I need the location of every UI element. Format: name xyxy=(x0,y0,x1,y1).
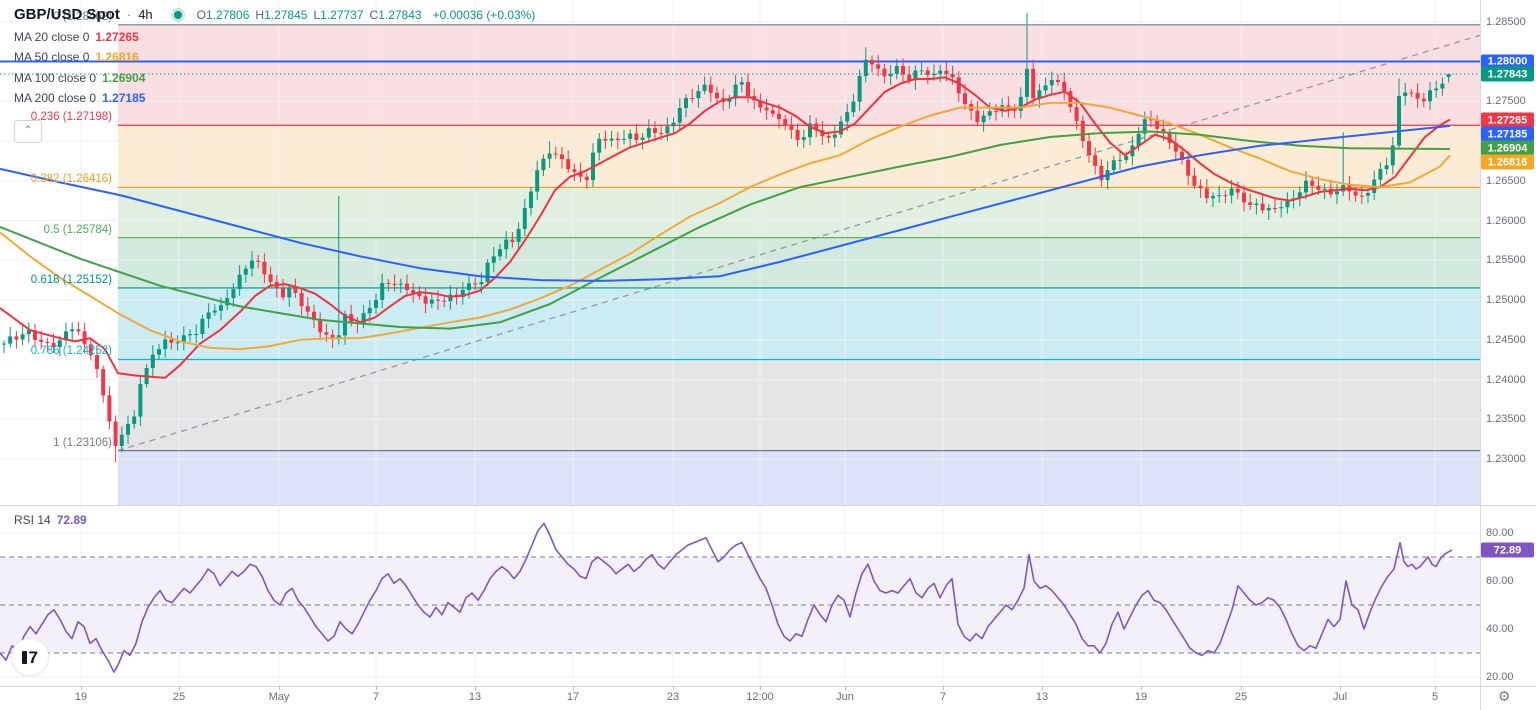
time-axis-tick xyxy=(1042,686,1043,690)
ma50-line[interactable] xyxy=(0,101,1451,351)
time-axis-label: 5 xyxy=(1431,691,1439,703)
legend-collapse-button[interactable]: ⌃ xyxy=(14,120,42,143)
time-axis-label: Jul xyxy=(1332,691,1348,703)
price-change: +0.00036 (+0.03%) xyxy=(432,7,536,22)
fib-band-2 xyxy=(118,187,1480,238)
title-separator: · xyxy=(126,7,132,22)
time-axis-tick xyxy=(1241,686,1242,690)
rsi-line[interactable] xyxy=(0,522,1453,673)
time-axis-tick xyxy=(573,686,574,690)
price-axis-label: 1.24000 xyxy=(1486,373,1526,386)
rsi-axis-label: 80.00 xyxy=(1486,527,1514,539)
time-axis-tick xyxy=(376,686,377,690)
time-axis-tick xyxy=(179,686,180,690)
ma50-legend-row[interactable]: MA 50 close 0 1.26816 xyxy=(14,50,139,64)
fib-level-label-5: 0.786 (1.24252) xyxy=(30,345,112,358)
fib-level-label-1: 0.236 (1.27198) xyxy=(30,111,112,124)
tradingview-logo[interactable]: 7 xyxy=(12,639,48,675)
time-axis-tick xyxy=(943,686,944,690)
time-axis-tick xyxy=(845,686,846,690)
ma200-line[interactable] xyxy=(0,124,1451,282)
fib-level-label-2: 0.382 (1.26416) xyxy=(30,173,112,186)
rsi-axis-badge: 72.89 xyxy=(1481,542,1534,558)
fib-level-label-3: 0.5 (1.25784) xyxy=(43,223,112,236)
price-axis-badge: 1.27185 xyxy=(1481,126,1534,142)
rsi-axis-label: 60.00 xyxy=(1486,575,1514,587)
time-axis-label: 25 xyxy=(1234,691,1248,703)
fib-band-3 xyxy=(118,237,1480,288)
time-axis-tick xyxy=(1340,686,1341,690)
time-axis-tick xyxy=(81,686,82,690)
time-axis-label: 13 xyxy=(468,691,482,703)
price-axis-label: 1.24500 xyxy=(1486,333,1526,346)
chevron-up-icon: ⌃ xyxy=(23,125,33,136)
pane-separator[interactable] xyxy=(0,505,1536,506)
price-axis-label: 1.23000 xyxy=(1486,453,1526,465)
rsi-axis-label: 40.00 xyxy=(1486,623,1514,635)
fib-band-5 xyxy=(118,359,1480,451)
chart-legend: GBP/USD Spot · 4h O1.27806 H1.27845 L1.2… xyxy=(14,6,535,105)
time-axis-tick xyxy=(1435,686,1436,690)
gear-icon[interactable]: ⚙ xyxy=(1498,688,1511,704)
time-axis-label: 12:00 xyxy=(746,691,774,703)
time-axis-tick xyxy=(760,686,761,690)
price-chart-canvas[interactable] xyxy=(0,0,1480,505)
time-axis-label: 19 xyxy=(1134,691,1148,703)
fib-band-below-1 xyxy=(118,450,1480,505)
time-axis-border xyxy=(0,686,1536,687)
time-axis-label: Jun xyxy=(836,691,854,703)
time-axis-label: 17 xyxy=(566,691,580,703)
price-axis-badge: 1.27843 xyxy=(1481,66,1534,82)
price-axis-label: 1.25000 xyxy=(1486,294,1526,306)
ma100-line[interactable] xyxy=(0,130,1451,330)
rsi-axis-label: 20.00 xyxy=(1486,671,1514,683)
time-axis-label: May xyxy=(268,691,290,703)
price-axis-label: 1.26000 xyxy=(1486,214,1526,227)
symbol-title-row[interactable]: GBP/USD Spot · 4h O1.27806 H1.27845 L1.2… xyxy=(14,6,535,23)
price-axis-label: 1.26500 xyxy=(1486,174,1526,187)
tradingview-logo-bar xyxy=(22,650,28,664)
fib-level-label-6: 1 (1.23106) xyxy=(53,436,112,449)
tradingview-logo-glyph: 7 xyxy=(28,647,38,667)
ma20-line[interactable] xyxy=(0,76,1451,379)
ma200-legend-row[interactable]: MA 200 close 0 1.27185 xyxy=(14,91,146,105)
price-axis-badge: 1.26816 xyxy=(1481,154,1534,170)
price-axis-badge: 1.27265 xyxy=(1481,112,1534,128)
ohlc-values: O1.27806 H1.27845 L1.27737 C1.27843 xyxy=(196,7,422,22)
time-axis-tick xyxy=(475,686,476,690)
fib-level-label-0: 0 (1.28462) xyxy=(53,10,112,23)
price-axis-badge: 1.26904 xyxy=(1481,140,1534,156)
price-axis-label: 1.23500 xyxy=(1486,413,1526,426)
price-axis-border xyxy=(1480,0,1481,710)
interval-label[interactable]: 4h xyxy=(138,7,153,22)
time-axis-label: 13 xyxy=(1035,691,1049,703)
rsi-legend-row[interactable]: RSI 14 72.89 xyxy=(14,513,87,527)
time-axis-tick xyxy=(279,686,280,690)
price-axis-label: 1.27500 xyxy=(1486,95,1526,108)
ma20-legend-row[interactable]: MA 20 close 0 1.27265 xyxy=(14,29,139,44)
time-axis-label: 7 xyxy=(939,691,947,703)
time-axis-tick xyxy=(1141,686,1142,690)
rsi-chart-canvas[interactable] xyxy=(0,505,1480,686)
fib-band-0 xyxy=(118,24,1480,126)
time-axis-label: 7 xyxy=(372,691,380,703)
ma100-legend-row[interactable]: MA 100 close 0 1.26904 xyxy=(14,70,146,85)
time-axis-label: 19 xyxy=(74,691,88,703)
time-axis-label: 23 xyxy=(666,691,680,703)
candles-up[interactable] xyxy=(2,13,1451,453)
symbol-name[interactable]: GBP/USD Spot xyxy=(14,6,120,23)
price-axis-label: 1.25500 xyxy=(1486,254,1526,267)
price-axis-label: 1.28500 xyxy=(1486,15,1526,28)
time-axis-tick xyxy=(673,686,674,690)
time-axis-label: 25 xyxy=(172,691,186,703)
market-status-icon xyxy=(173,10,182,19)
price-axis-badge: 1.28000 xyxy=(1481,54,1534,69)
fib-level-label-4: 0.618 (1.25152) xyxy=(30,273,112,286)
candles-down[interactable] xyxy=(14,54,1426,463)
